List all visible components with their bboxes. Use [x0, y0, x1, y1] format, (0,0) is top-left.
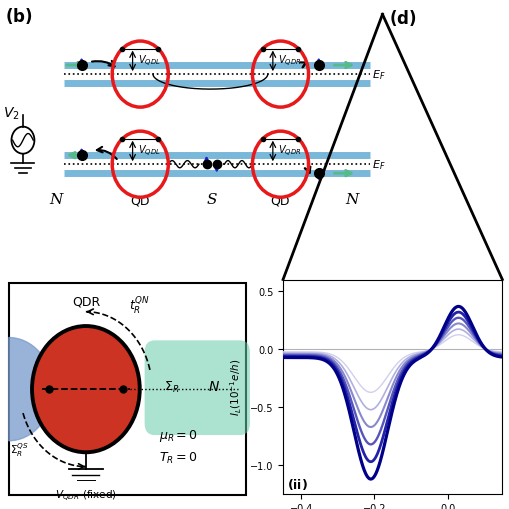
Circle shape	[32, 326, 139, 453]
Text: $\mathbf{(ii)}$: $\mathbf{(ii)}$	[286, 476, 307, 491]
Text: $T_R = 0$: $T_R = 0$	[159, 450, 197, 465]
Text: QD: QD	[270, 194, 290, 207]
Text: $\Sigma^{QS}_R$: $\Sigma^{QS}_R$	[10, 441, 29, 458]
Text: $E_F$: $E_F$	[372, 158, 385, 172]
Text: $V_{QDR}$: $V_{QDR}$	[277, 144, 301, 159]
Text: $\Sigma_R$: $\Sigma_R$	[164, 379, 179, 394]
Text: $\mu_R = 0$: $\mu_R = 0$	[159, 427, 198, 443]
Y-axis label: $I_L(10^{-1}e/h)$: $I_L(10^{-1}e/h)$	[229, 358, 244, 415]
Text: $\mathbf{(b)}$: $\mathbf{(b)}$	[5, 6, 33, 26]
Text: S: S	[206, 193, 216, 207]
FancyBboxPatch shape	[145, 341, 249, 435]
Text: $\mathbf{(d)}$: $\mathbf{(d)}$	[388, 8, 416, 28]
Text: $t_R^{QN}$: $t_R^{QN}$	[129, 295, 150, 316]
Text: $V_2$: $V_2$	[3, 105, 19, 121]
Text: $V_{QDL}$: $V_{QDL}$	[137, 144, 160, 159]
Text: N: N	[49, 193, 63, 207]
Wedge shape	[9, 338, 53, 441]
Text: N: N	[345, 193, 358, 207]
Text: $V_{QDL}$: $V_{QDL}$	[137, 54, 160, 69]
Text: $E_F$: $E_F$	[372, 68, 385, 82]
Text: $V_{QDR}$: $V_{QDR}$	[277, 54, 301, 69]
Text: $V_{QDR}$ (fixed): $V_{QDR}$ (fixed)	[55, 488, 117, 503]
Text: N: N	[208, 380, 218, 393]
Text: QD: QD	[130, 194, 150, 207]
Text: QDR: QDR	[72, 295, 100, 308]
